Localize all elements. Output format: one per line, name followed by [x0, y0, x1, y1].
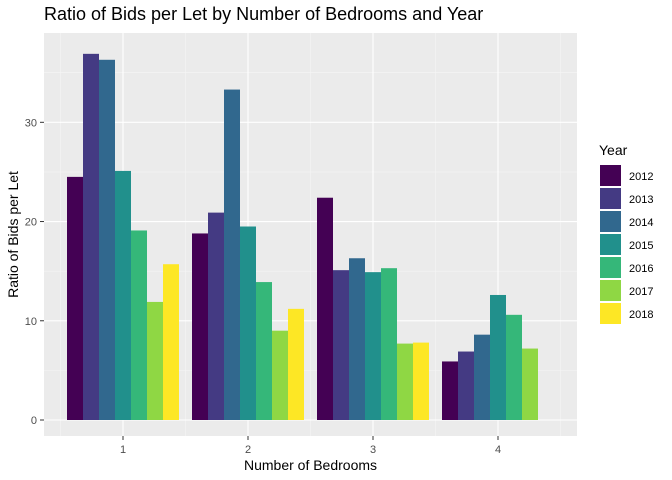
- x-tick-label: 3: [370, 444, 376, 456]
- bar-2018-bedrooms-1: [163, 264, 179, 420]
- legend-label: 2016: [629, 263, 653, 275]
- legend-label: 2018: [629, 309, 653, 321]
- bar-2014-bedrooms-3: [349, 258, 365, 420]
- bar-2015-bedrooms-4: [490, 294, 506, 420]
- legend-key-2016: [600, 257, 621, 278]
- bar-2016-bedrooms-1: [131, 230, 147, 420]
- bar-2012-bedrooms-3: [317, 197, 333, 420]
- y-tick-label: 30: [25, 117, 37, 129]
- y-tick-label: 10: [25, 316, 37, 328]
- legend-key-2014: [600, 211, 621, 232]
- y-axis-ticks: 0 10 20 30: [25, 117, 44, 427]
- legend-key-2017: [600, 280, 621, 301]
- bar-2017-bedrooms-2: [272, 330, 288, 420]
- bar-2013-bedrooms-3: [333, 270, 349, 420]
- y-tick-label: 20: [25, 217, 37, 229]
- bar-2018-bedrooms-2: [288, 308, 304, 420]
- bar-2018-bedrooms-3: [413, 342, 429, 420]
- y-axis-title: Ratio of Bids per Let: [5, 171, 21, 298]
- legend-label: 2014: [629, 217, 653, 229]
- x-axis-title: Number of Bedrooms: [244, 457, 377, 473]
- chart-title: Ratio of Bids per Let by Number of Bedro…: [44, 4, 483, 24]
- x-tick-label: 1: [120, 444, 126, 456]
- bar-2016-bedrooms-2: [256, 282, 272, 420]
- legend-key-2015: [600, 234, 621, 255]
- x-tick-label: 4: [495, 444, 501, 456]
- bar-2014-bedrooms-2: [224, 89, 240, 420]
- legend: Year 2012 2013 2014 2015 2016 2017 2018: [599, 142, 653, 324]
- legend-label: 2012: [629, 171, 653, 183]
- bar-2016-bedrooms-3: [381, 268, 397, 420]
- bar-2013-bedrooms-1: [83, 53, 99, 421]
- bar-2012-bedrooms-1: [67, 176, 83, 420]
- legend-key-2012: [600, 165, 621, 186]
- y-tick-label: 0: [31, 415, 37, 427]
- bar-2015-bedrooms-1: [115, 170, 131, 420]
- bar-2014-bedrooms-1: [99, 59, 115, 420]
- bar-2015-bedrooms-2: [240, 226, 256, 420]
- bar-2012-bedrooms-2: [192, 233, 208, 420]
- bars: [67, 53, 538, 421]
- bar-2013-bedrooms-2: [208, 212, 224, 420]
- bar-2012-bedrooms-4: [442, 361, 458, 420]
- x-tick-label: 2: [245, 444, 251, 456]
- x-axis-ticks: 1 2 3 4: [120, 436, 501, 456]
- legend-label: 2017: [629, 286, 653, 298]
- bar-2013-bedrooms-4: [458, 351, 474, 420]
- legend-label: 2013: [629, 194, 653, 206]
- bar-2016-bedrooms-4: [506, 314, 522, 420]
- bar-2017-bedrooms-4: [522, 348, 538, 420]
- bar-2014-bedrooms-4: [474, 334, 490, 420]
- bar-2015-bedrooms-3: [365, 272, 381, 420]
- legend-label: 2015: [629, 240, 653, 252]
- legend-key-2013: [600, 188, 621, 209]
- legend-key-2018: [600, 303, 621, 324]
- bar-2017-bedrooms-1: [147, 301, 163, 420]
- legend-title: Year: [599, 142, 628, 158]
- bar-2017-bedrooms-3: [397, 343, 413, 420]
